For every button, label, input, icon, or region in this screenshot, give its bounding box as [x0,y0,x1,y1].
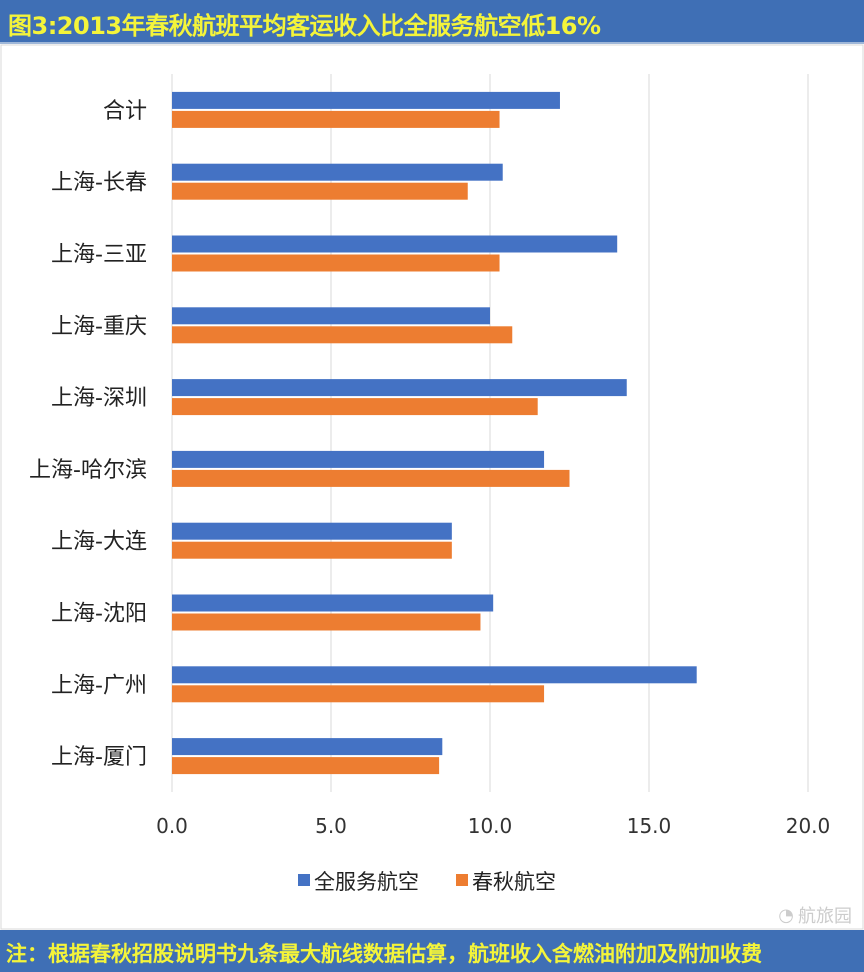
legend-label: 春秋航空 [472,870,556,894]
bar-chart: 0.0 5.0 10.0 15.0 20.0 合计上海-长春上海-三亚上海-重庆上海-深圳… [0,44,864,930]
footer-note: 注：根据春秋招股说明书九条最大航线数据估算，航班收入含燃油附加及附加收费 [6,942,762,966]
bar-full-service [172,379,627,397]
legend-swatch [456,874,468,886]
category-label: 上海-大连 [51,530,147,555]
bar-spring [172,757,440,775]
bar-full-service [172,522,452,540]
bar-spring [172,613,481,631]
chart-title: 图3:2013年春秋航班平均客运收入比全服务航空低16% [8,12,601,40]
bar-full-service [172,738,443,756]
bar-full-service [172,91,560,109]
bar-spring [172,326,513,344]
title-bar: 图3:2013年春秋航班平均客运收入比全服务航空低16% [0,0,864,44]
category-label: 上海-厦门 [51,745,147,770]
bar-spring [172,110,500,128]
bar-full-service [172,450,545,468]
bar-spring [172,182,468,200]
bar-full-service [172,594,494,612]
bar-full-service [172,235,618,253]
bar-spring [172,541,452,559]
watermark-text: 航旅园 [798,906,852,927]
bar-spring [172,254,500,272]
bar-full-service [172,163,503,181]
category-label: 上海-深圳 [51,386,147,411]
bar-full-service [172,307,490,325]
bar-spring [172,469,570,487]
bar-full-service [172,666,697,684]
x-tick-label: 20.0 [786,814,831,838]
footer-note-bar: 注：根据春秋招股说明书九条最大航线数据估算，航班收入含燃油附加及附加收费 [0,930,864,972]
x-tick-label: 15.0 [627,814,672,838]
category-label: 上海-三亚 [51,243,147,268]
wechat-icon: ◔ [778,904,794,926]
legend-label: 全服务航空 [314,870,419,894]
watermark: ◔ 航旅园 [778,902,852,928]
chart-border [0,44,864,930]
category-label: 上海-哈尔滨 [29,458,147,483]
bar-spring [172,685,545,703]
bar-spring [172,398,538,416]
category-label: 上海-长春 [51,171,147,196]
legend-swatch [298,874,310,886]
category-label: 合计 [103,99,147,124]
category-label: 上海-重庆 [51,314,147,339]
x-tick-label: 0.0 [156,814,188,838]
x-tick-label: 10.0 [468,814,513,838]
category-label: 上海-广州 [51,673,147,698]
x-tick-label: 5.0 [315,814,347,838]
category-label: 上海-沈阳 [51,602,147,627]
